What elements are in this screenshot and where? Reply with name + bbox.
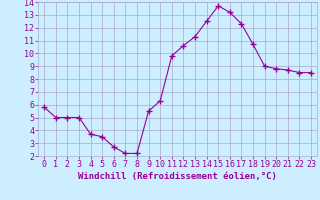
X-axis label: Windchill (Refroidissement éolien,°C): Windchill (Refroidissement éolien,°C)	[78, 172, 277, 181]
